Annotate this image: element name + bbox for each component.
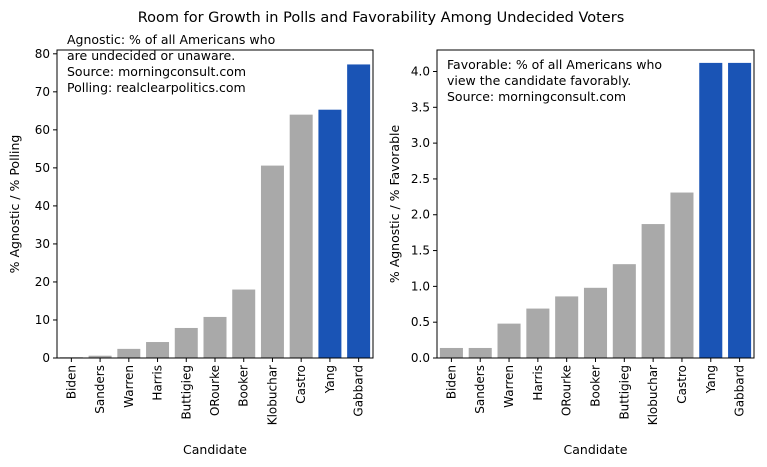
bar-sanders <box>88 355 112 358</box>
y-tick-label: 0.0 <box>411 351 430 365</box>
y-tick-label: 2.5 <box>411 172 430 186</box>
bar-buttigieg <box>174 327 198 358</box>
bar-castro <box>670 192 694 358</box>
y-tick-label: 0.5 <box>411 315 430 329</box>
x-tick-label: Yang <box>323 365 337 394</box>
x-tick-label: ORourke <box>560 365 574 416</box>
x-axis-label: Candidate <box>564 442 628 457</box>
bar-warren <box>117 348 141 358</box>
x-tick-label: Gabbard <box>733 365 747 417</box>
bar-orourke <box>203 316 227 358</box>
y-tick-label: 30 <box>35 237 50 251</box>
bar-sanders <box>468 347 492 358</box>
y-tick-label: 10 <box>35 313 50 327</box>
x-tick-label: Klobuchar <box>646 365 660 425</box>
y-tick-label: 60 <box>35 123 50 137</box>
axes-frame <box>436 49 755 359</box>
y-tick-label: 1.5 <box>411 244 430 258</box>
x-tick-label: Biden <box>64 365 78 399</box>
bar-buttigieg <box>612 264 636 358</box>
x-tick-label: Warren <box>122 365 136 408</box>
annotation-line: Source: morningconsult.com <box>447 89 626 104</box>
bar-warren <box>497 323 521 358</box>
x-tick-label: Gabbard <box>352 365 366 417</box>
x-tick-label: Harris <box>151 365 165 401</box>
x-tick-label: Klobuchar <box>265 365 279 425</box>
y-tick-label: 20 <box>35 275 50 289</box>
y-tick-label: 40 <box>35 199 50 213</box>
right-chart-panel: Biden Sanders Warren Harris ORourke Booker But… <box>387 49 755 457</box>
bar-castro <box>289 114 313 359</box>
y-tick-label: 3.5 <box>411 100 430 114</box>
y-tick-label: 0 <box>42 351 50 365</box>
bar-orourke <box>555 296 579 358</box>
x-tick-label: Sanders <box>93 365 107 414</box>
annotation-line: Agnostic: % of all Americans who <box>67 32 275 47</box>
annotation-line: Source: morningconsult.com <box>67 64 246 79</box>
annotation-line: are undecided or unaware. <box>67 48 235 63</box>
axes-frame <box>56 49 374 359</box>
annotation-line: view the candidate favorably. <box>447 73 631 88</box>
bar-harris <box>146 342 170 358</box>
left-chart-panel: Biden Sanders Warren Harris Buttigieg ORourke… <box>7 32 374 457</box>
x-tick-label: Buttigieg <box>179 365 193 420</box>
y-tick-label: 50 <box>35 161 50 175</box>
y-tick-label: 3.0 <box>411 136 430 150</box>
bar-booker <box>232 289 256 358</box>
bar-gabbard <box>728 62 752 358</box>
x-tick-label: Warren <box>502 365 516 408</box>
figure-title: Room for Growth in Polls and Favorabilit… <box>138 10 625 26</box>
x-tick-label: Harris <box>531 365 545 401</box>
x-tick-label: Buttigieg <box>617 365 631 420</box>
annotation-line: Favorable: % of all Americans who <box>447 57 662 72</box>
y-tick-label: 1.0 <box>411 279 430 293</box>
y-axis-label: % Agnostic / % Favorable <box>387 125 402 284</box>
annotation-line: Polling: realclearpolitics.com <box>67 80 246 95</box>
x-tick-label: ORourke <box>208 365 222 416</box>
bar-booker <box>583 287 608 358</box>
y-tick-label: 80 <box>35 47 50 61</box>
x-tick-label: Castro <box>675 365 689 404</box>
x-tick-label: Biden <box>444 365 458 399</box>
x-tick-label: Yang <box>704 365 718 394</box>
bar-klobuchar <box>641 224 665 358</box>
y-tick-label: 70 <box>35 85 50 99</box>
x-axis-label: Candidate <box>183 442 247 457</box>
y-axis-label: % Agnostic / % Polling <box>7 135 22 274</box>
bar-biden <box>439 347 463 358</box>
bar-harris <box>526 308 550 358</box>
x-tick-label: Booker <box>237 365 251 407</box>
bar-yang <box>699 62 723 358</box>
x-tick-label: Booker <box>589 365 603 407</box>
x-tick-label: Sanders <box>473 365 487 414</box>
bar-gabbard <box>347 64 371 359</box>
y-tick-label: 2.0 <box>411 208 430 222</box>
y-tick-label: 4.0 <box>411 64 430 78</box>
x-tick-label: Castro <box>294 365 308 404</box>
bar-klobuchar <box>260 165 284 358</box>
bar-yang <box>318 109 342 359</box>
